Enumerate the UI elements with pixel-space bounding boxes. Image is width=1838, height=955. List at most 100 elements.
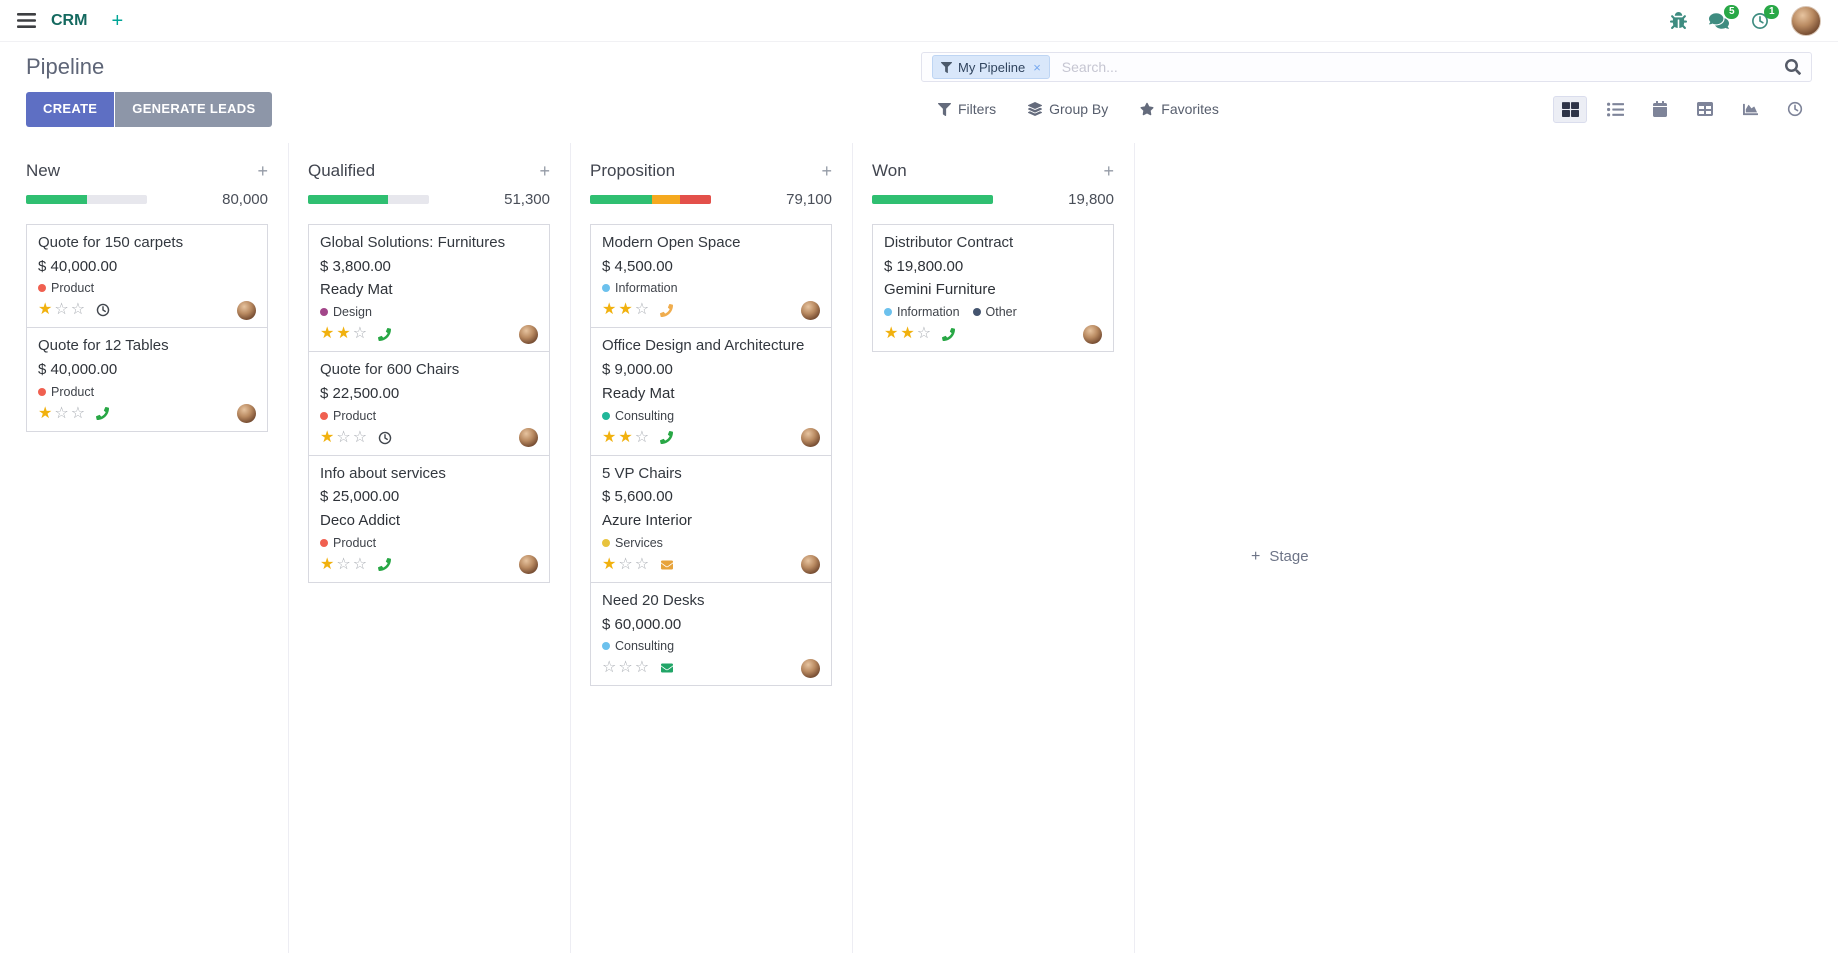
priority-stars[interactable]: ★ ☆☆ [38,302,87,318]
view-graph-button[interactable] [1733,96,1767,123]
avatar[interactable] [801,555,820,575]
filters-button[interactable]: Filters [938,101,996,117]
view-list-button[interactable] [1598,96,1632,123]
phone-icon[interactable] [378,558,392,572]
add-record-button[interactable]: + [821,160,832,181]
star-empty[interactable]: ☆ [634,301,652,319]
favorites-button[interactable]: Favorites [1140,101,1219,117]
priority-stars[interactable]: ☆☆☆ [602,660,651,676]
kanban-card[interactable]: 5 VP Chairs $ 5,600.00 Azure Interior Se… [590,454,832,583]
phone-icon[interactable] [942,327,956,341]
avatar[interactable] [1083,324,1102,344]
kanban-card[interactable]: Need 20 Desks $ 60,000.00 Consulting ☆☆☆ [590,581,832,687]
add-record-button[interactable]: + [539,160,550,181]
create-button[interactable]: CREATE [26,92,115,127]
column-progressbar[interactable] [26,194,147,204]
star-filled[interactable]: ★★ [320,325,353,343]
priority-stars[interactable]: ★★ ☆ [602,302,651,318]
pivot-icon [1697,101,1713,117]
view-kanban-button[interactable] [1553,95,1587,123]
progress-segment[interactable] [651,194,680,204]
bug-icon[interactable] [1670,12,1687,29]
plus-icon[interactable]: + [111,9,124,32]
phone-icon[interactable] [96,407,110,421]
group-by-button[interactable]: Group By [1028,101,1108,117]
star-empty[interactable]: ☆☆ [54,404,88,422]
envelope-icon[interactable] [660,662,674,674]
messages-icon[interactable]: 5 [1709,4,1739,30]
progress-segment[interactable] [679,194,711,204]
add-record-button[interactable]: + [1103,160,1114,181]
progress-segment[interactable] [872,194,993,204]
avatar[interactable] [801,300,820,320]
search-icon[interactable] [1785,59,1801,75]
star-filled[interactable]: ★ [602,555,619,573]
priority-stars[interactable]: ★★ ☆ [884,326,933,342]
priority-stars[interactable]: ★ ☆☆ [320,555,370,573]
phone-icon[interactable] [660,431,674,445]
kanban-card[interactable]: Modern Open Space $ 4,500.00 Information… [590,223,832,329]
view-activity-button[interactable] [1778,96,1812,123]
app-name[interactable]: CRM [51,11,88,29]
menu-icon[interactable] [17,13,36,28]
search-input[interactable] [1059,58,1785,76]
column-total: 80,000 [222,190,268,208]
star-empty[interactable]: ☆ [634,428,652,446]
generate-leads-button[interactable]: GENERATE LEADS [115,92,273,127]
user-avatar[interactable] [1791,5,1821,36]
filter-facet[interactable]: My Pipeline × [932,55,1050,79]
priority-stars[interactable]: ★★ ☆ [320,326,369,342]
kanban-card[interactable]: Global Solutions: Furnitures $ 3,800.00 … [308,223,550,353]
star-filled[interactable]: ★ [38,404,55,422]
priority-stars[interactable]: ★ ☆☆ [320,428,370,446]
avatar[interactable] [237,404,256,424]
progress-segment[interactable] [26,194,87,204]
star-filled[interactable]: ★ [38,301,55,319]
star-empty[interactable]: ☆☆ [336,555,370,573]
add-stage-button[interactable]: + Stage [1251,143,1309,953]
card-title: Info about services [320,464,446,482]
column-progressbar[interactable] [872,194,993,204]
star-filled[interactable]: ★★ [602,428,635,446]
activities-icon[interactable]: 1 [1751,4,1779,30]
star-empty[interactable]: ☆ [352,325,370,343]
star-empty[interactable]: ☆☆ [336,428,370,446]
avatar[interactable] [801,428,820,448]
facet-remove-icon[interactable]: × [1033,59,1041,75]
kanban-card[interactable]: Quote for 12 Tables $ 40,000.00 Product … [26,327,268,432]
priority-stars[interactable]: ★★ ☆ [602,428,652,446]
phone-icon[interactable] [660,303,674,317]
view-pivot-button[interactable] [1688,96,1722,123]
priority-stars[interactable]: ★ ☆☆ [38,404,88,422]
star-filled[interactable]: ★ [320,428,337,446]
kanban-card[interactable]: Office Design and Architecture $ 9,000.0… [590,327,832,456]
kanban-card[interactable]: Quote for 600 Chairs $ 22,500.00 Product… [308,351,550,456]
kanban-card[interactable]: Info about services $ 25,000.00 Deco Add… [308,454,550,583]
column-progressbar[interactable] [308,194,429,204]
priority-stars[interactable]: ★ ☆☆ [602,555,652,573]
add-record-button[interactable]: + [257,160,268,181]
kanban-card[interactable]: Quote for 150 carpets $ 40,000.00 Produc… [26,223,268,329]
star-empty[interactable]: ☆☆☆ [602,659,652,677]
envelope-icon[interactable] [660,559,674,571]
view-calendar-button[interactable] [1643,96,1677,123]
progress-segment[interactable] [590,194,652,204]
star-empty[interactable]: ☆ [916,325,934,343]
star-empty[interactable]: ☆☆ [54,301,88,319]
avatar[interactable] [801,658,820,678]
star-filled[interactable]: ★★ [884,325,917,343]
column-progressbar[interactable] [590,194,711,204]
progress-segment[interactable] [308,194,388,204]
avatar[interactable] [519,555,538,575]
kanban-card[interactable]: Distributor Contract $ 19,800.00 Gemini … [872,223,1114,353]
avatar[interactable] [237,300,256,320]
search-bar[interactable]: My Pipeline × [921,52,1812,82]
star-filled[interactable]: ★★ [602,301,635,319]
clock-icon[interactable] [378,431,392,445]
avatar[interactable] [519,324,538,344]
phone-icon[interactable] [378,327,392,341]
avatar[interactable] [519,428,538,448]
star-empty[interactable]: ☆☆ [618,555,652,573]
star-filled[interactable]: ★ [320,555,337,573]
clock-icon[interactable] [96,303,110,317]
